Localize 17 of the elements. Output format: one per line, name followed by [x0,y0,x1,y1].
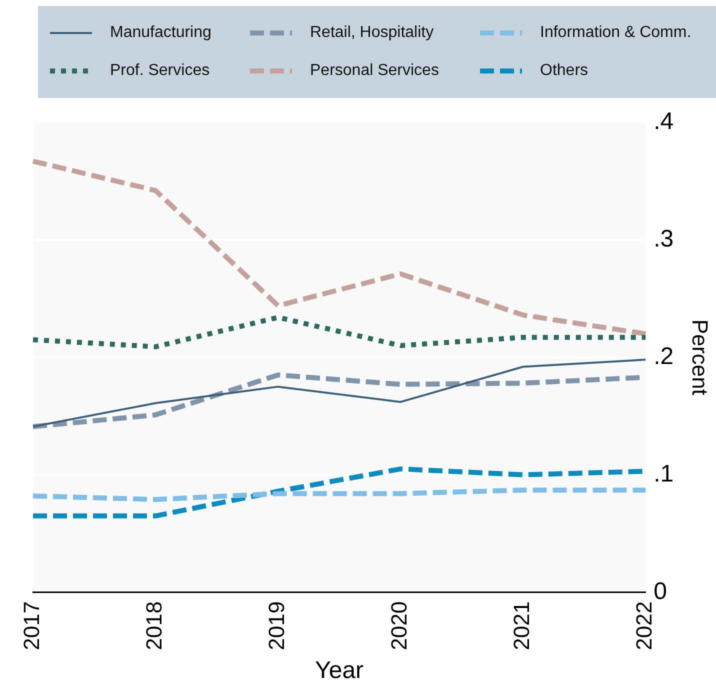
legend-label: Others [540,62,588,80]
legend-label: Personal Services [310,62,439,80]
legend-label: Retail, Hospitality [310,24,434,42]
y-axis-title: Percent [688,319,713,396]
legend-label: Prof. Services [110,62,210,80]
x-tick-label: 2018 [142,601,167,650]
x-axis-title: Year [315,657,364,684]
legend-label: Information & Comm. [540,24,692,42]
x-tick-label: 2021 [509,601,534,650]
y-tick-label: .4 [654,108,674,136]
y-tick-label: .2 [654,342,674,370]
y-tick-label: .1 [654,460,674,488]
x-tick-label: 2017 [19,601,44,650]
y-tick-label: .3 [654,225,674,252]
legend-label: Manufacturing [110,24,212,42]
x-tick-label: 2020 [386,601,412,650]
x-tick-label: 2019 [264,601,290,650]
